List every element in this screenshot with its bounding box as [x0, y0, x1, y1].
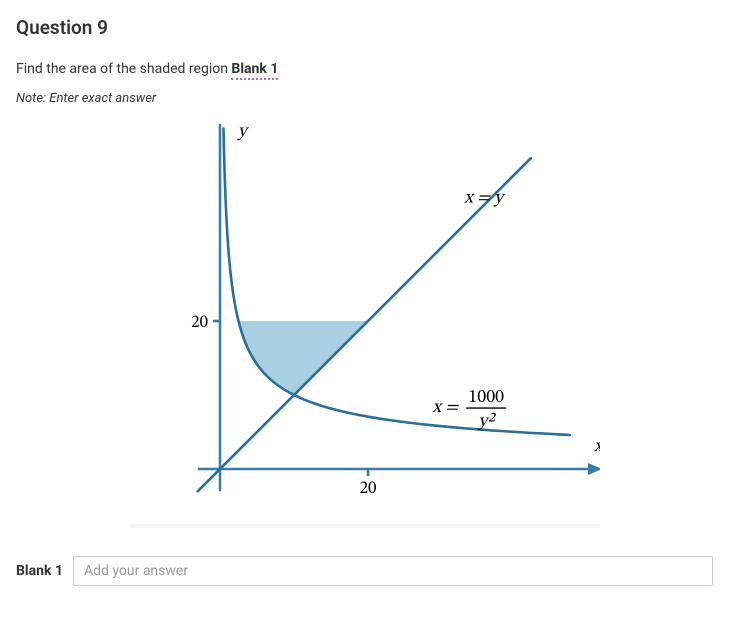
area-chart: 2020yxx = yx =1000y² [130, 124, 600, 524]
answer-row: Blank 1 [16, 556, 713, 586]
figure-container: 2020yxx = yx =1000y² [16, 124, 713, 528]
question-note: Note: Enter exact answer [16, 91, 713, 106]
svg-text:1000: 1000 [468, 389, 504, 407]
answer-input[interactable] [73, 556, 713, 586]
question-title: Question 9 [16, 16, 713, 39]
svg-text:20: 20 [191, 315, 208, 332]
svg-text:x: x [593, 438, 600, 456]
blank-reference: Blank 1 [231, 61, 278, 80]
figure-card: 2020yxx = yx =1000y² [130, 124, 600, 528]
blank-label: Blank 1 [16, 563, 63, 579]
question-prompt: Find the area of the shaded region Blank… [16, 61, 713, 77]
svg-text:x =: x = [431, 399, 459, 417]
prompt-text: Find the area of the shaded region [16, 61, 231, 77]
svg-text:x = y: x = y [463, 190, 506, 208]
svg-text:20: 20 [359, 481, 376, 498]
svg-text:y²: y² [477, 412, 496, 431]
